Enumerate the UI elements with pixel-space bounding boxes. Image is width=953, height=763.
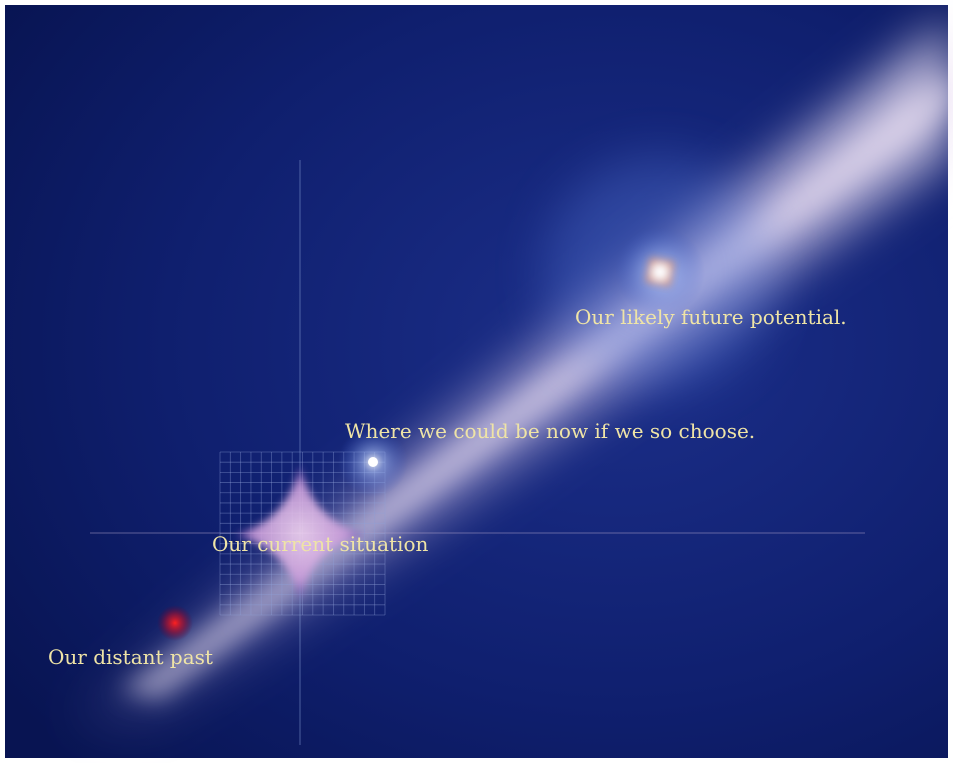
label-current: Our current situation <box>212 532 428 556</box>
label-future: Our likely future potential. <box>575 305 847 329</box>
future-core <box>646 258 674 286</box>
current-star <box>235 465 365 600</box>
past-dot <box>157 605 193 641</box>
possible-core <box>368 457 378 467</box>
label-possible: Where we could be now if we so choose. <box>345 419 755 443</box>
label-past: Our distant past <box>48 645 213 669</box>
